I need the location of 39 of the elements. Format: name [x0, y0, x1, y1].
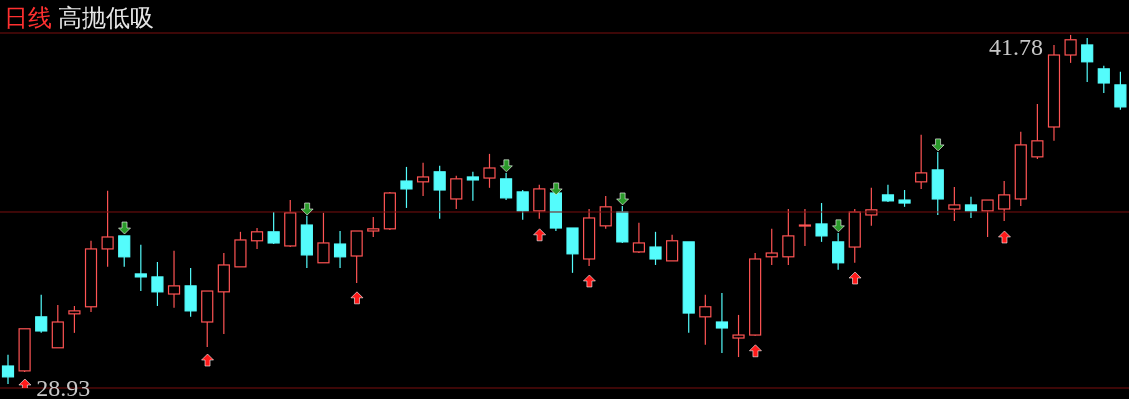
candlestick: [583, 208, 596, 267]
candlestick: [682, 241, 695, 334]
point: [832, 219, 845, 233]
point: [749, 344, 762, 358]
candlestick: [832, 232, 845, 271]
point: [616, 192, 629, 206]
point: [533, 228, 546, 242]
candlestick: [715, 292, 729, 354]
chart-title: 日线 高抛低吸: [4, 5, 154, 31]
candlestick: [1047, 44, 1061, 142]
point: [350, 291, 364, 305]
point: [500, 159, 513, 173]
candlestick: [167, 250, 181, 309]
point: [549, 182, 563, 196]
candlestick: [300, 215, 313, 269]
point: [931, 138, 945, 152]
candlestick: [333, 230, 347, 269]
point: [848, 271, 862, 285]
candlestick: [981, 199, 994, 238]
candlestick: [317, 212, 330, 264]
candlestick: [666, 234, 679, 262]
point: [583, 274, 596, 288]
annotation: 28.93: [36, 374, 91, 399]
candlestick: [350, 230, 363, 284]
candlestick: [250, 227, 264, 250]
candlestick: [416, 162, 430, 197]
point: [201, 353, 214, 367]
candlestick: [798, 208, 812, 247]
candlestick: [1, 354, 15, 385]
candlestick: [201, 290, 214, 348]
point: [118, 221, 131, 235]
candlestick: [84, 240, 98, 313]
candlestick: [466, 171, 479, 202]
candlestick: [732, 314, 745, 358]
candlestick: [566, 227, 579, 274]
candlestick: [964, 196, 978, 219]
annotation: 41.78: [988, 33, 1043, 60]
point: [998, 230, 1011, 244]
point: [300, 202, 314, 216]
